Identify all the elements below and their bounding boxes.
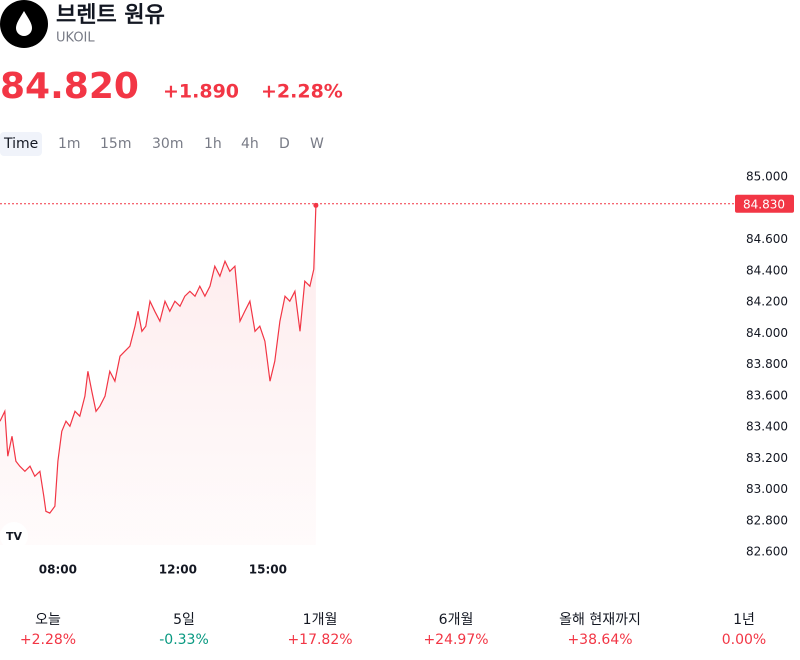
last-price-box: [735, 194, 794, 213]
tv-logo: TV: [0, 522, 28, 550]
tab[interactable]: 1m: [58, 136, 81, 152]
perf-label[interactable]: 1년: [733, 612, 755, 628]
perf-label[interactable]: 5일: [173, 612, 195, 628]
perf-label[interactable]: 6개월: [439, 612, 474, 628]
perf-value[interactable]: +24.97%: [423, 632, 488, 648]
y-tick-label: 84.600: [746, 232, 788, 246]
perf-value[interactable]: +2.28%: [20, 632, 76, 648]
perf-value[interactable]: +38.64%: [567, 632, 632, 648]
tab[interactable]: D: [279, 136, 290, 152]
tab[interactable]: Time: [3, 136, 38, 152]
y-tick-label: 82.800: [746, 513, 788, 527]
y-tick-label: 83.400: [746, 420, 788, 434]
y-tick-label: 84.400: [746, 263, 788, 277]
y-tick-label: 83.000: [746, 482, 788, 496]
tab[interactable]: 15m: [100, 136, 131, 152]
y-tick-label: 82.600: [746, 545, 788, 559]
y-tick-label: 83.600: [746, 388, 788, 402]
price: 84.820: [0, 66, 139, 107]
tab[interactable]: 1h: [204, 136, 222, 152]
last-price-label: 84.830: [743, 197, 785, 211]
y-tick-label: 84.000: [746, 326, 788, 340]
perf-value[interactable]: -0.33%: [159, 632, 209, 648]
x-tick-label: 15:00: [249, 563, 287, 577]
price-line: [0, 205, 317, 514]
title: 브렌트 원유: [56, 3, 165, 28]
symbol: UKOIL: [56, 31, 95, 46]
x-tick-label: 08:00: [39, 563, 77, 577]
perf-value[interactable]: +17.82%: [287, 632, 352, 648]
perf-value[interactable]: 0.00%: [722, 632, 766, 648]
change-percent: +2.28%: [261, 81, 343, 103]
y-tick-label: 83.800: [746, 357, 788, 371]
drop-icon: [16, 11, 32, 36]
tab[interactable]: 30m: [152, 136, 183, 152]
tab-active-bg: [0, 132, 42, 156]
perf-label[interactable]: 1개월: [303, 612, 338, 628]
area-fill: [0, 205, 316, 546]
y-tick-label: 85.000: [746, 170, 788, 184]
x-tick-label: 12:00: [159, 563, 197, 577]
perf-label[interactable]: 오늘: [35, 612, 61, 628]
change: +1.890: [163, 81, 239, 103]
svg-text:TV: TV: [6, 530, 23, 543]
y-tick-label: 83.200: [746, 451, 788, 465]
perf-label[interactable]: 올해 현재까지: [559, 612, 641, 628]
y-tick-label: 84.200: [746, 295, 788, 309]
tab[interactable]: W: [310, 136, 324, 152]
tab[interactable]: 4h: [241, 136, 259, 152]
